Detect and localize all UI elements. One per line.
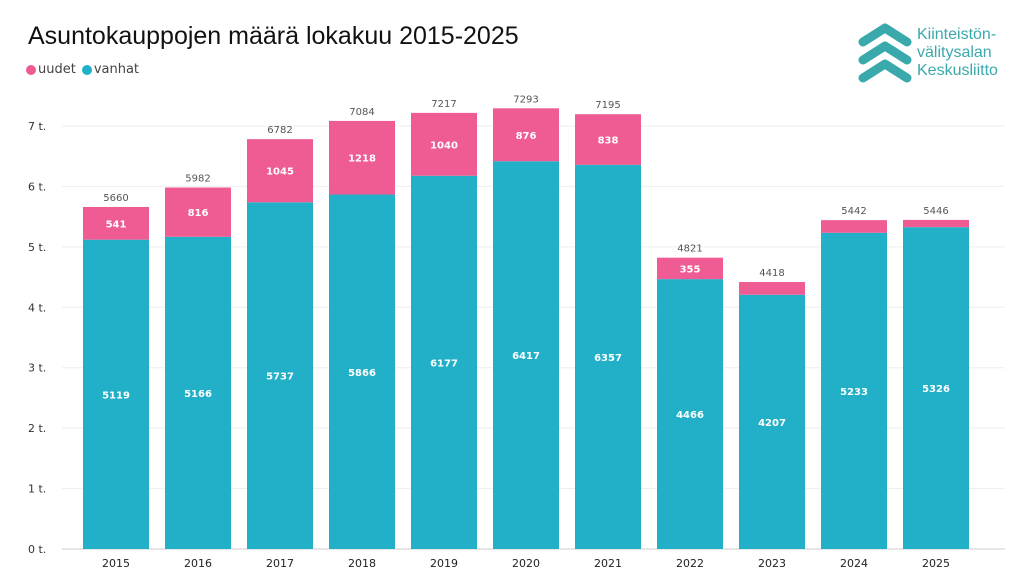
x-tick-label: 2025: [922, 557, 950, 570]
total-label: 6782: [267, 125, 292, 136]
bar-uudet: [903, 219, 969, 228]
total-label: 4821: [677, 244, 702, 255]
total-label: 5660: [103, 193, 128, 204]
data-label-vanhat: 4207: [758, 418, 786, 429]
logo-text: Kiinteistön- välitysalan Keskusliitto: [917, 26, 998, 80]
bar-vanhat: [575, 164, 641, 549]
x-tick-label: 2021: [594, 557, 622, 570]
legend-item-vanhat: vanhat: [81, 62, 140, 77]
chevrons-logo-icon: [858, 23, 912, 83]
chart-title: Asuntokauppojen määrä lokakuu 2015-2025: [28, 22, 519, 50]
bar-vanhat: [83, 239, 149, 549]
legend-swatch-vanhat: [81, 64, 92, 75]
y-tick-label: 1 t.: [28, 483, 46, 496]
data-label-uudet: 1040: [430, 140, 458, 151]
bar-uudet: [657, 257, 723, 280]
x-tick-label: 2022: [676, 557, 704, 570]
bar-vanhat: [329, 194, 395, 549]
x-tick-label: 2017: [266, 557, 294, 570]
legend-label-uudet: uudet: [38, 62, 76, 77]
data-label-uudet: 876: [516, 131, 537, 142]
y-tick-label: 4 t.: [28, 301, 46, 314]
bar-uudet: [165, 187, 231, 237]
data-label-vanhat: 6177: [430, 358, 458, 369]
legend: uudet vanhat: [26, 62, 139, 77]
y-tick-label: 7 t.: [28, 120, 46, 133]
bar-uudet: [493, 108, 559, 162]
y-tick-label: 0 t.: [28, 543, 46, 556]
x-tick-label: 2016: [184, 557, 212, 570]
total-label: 7195: [595, 100, 620, 111]
bar-vanhat: [657, 279, 723, 549]
x-tick-label: 2019: [430, 557, 458, 570]
bar-uudet: [575, 114, 641, 165]
logo: Kiinteistön- välitysalan Keskusliitto: [855, 20, 1024, 90]
bar-vanhat: [821, 232, 887, 549]
legend-swatch-uudet: [26, 64, 36, 75]
y-tick-label: 6 t.: [28, 180, 46, 193]
bar-vanhat: [903, 227, 969, 550]
x-tick-label: 2020: [512, 557, 540, 570]
data-label-vanhat: 6357: [594, 353, 622, 364]
data-label-vanhat: 4466: [676, 410, 704, 421]
data-label-vanhat: 5233: [840, 387, 868, 398]
bar-vanhat: [165, 236, 231, 550]
data-label-uudet: 541: [106, 219, 127, 230]
x-tick-label: 2018: [348, 557, 376, 570]
bar-uudet: [329, 120, 395, 195]
data-label-vanhat: 5326: [922, 384, 950, 395]
data-label-vanhat: 6417: [512, 351, 540, 362]
total-label: 7293: [513, 94, 538, 105]
bar-uudet: [83, 206, 149, 240]
total-label: 4418: [759, 268, 784, 279]
y-tick-label: 5 t.: [28, 241, 46, 254]
data-label-vanhat: 5119: [102, 390, 130, 401]
total-label: 7217: [431, 99, 456, 110]
total-label: 5982: [185, 174, 210, 185]
total-label: 5442: [841, 206, 866, 217]
bar-uudet: [821, 220, 887, 233]
total-label: 7084: [349, 107, 374, 118]
x-tick-label: 2023: [758, 557, 786, 570]
bar-vanhat: [247, 202, 313, 549]
bar-vanhat: [493, 161, 559, 549]
data-label-uudet: 838: [598, 136, 619, 147]
data-label-vanhat: 5166: [184, 389, 212, 400]
bar-uudet: [247, 139, 313, 203]
bar-vanhat: [739, 294, 805, 549]
y-tick-label: 2 t.: [28, 422, 46, 435]
bar-uudet: [739, 282, 805, 295]
legend-item-uudet: uudet: [26, 62, 76, 77]
total-label: 5446: [923, 206, 948, 217]
data-label-vanhat: 5737: [266, 372, 294, 383]
x-tick-label: 2015: [102, 557, 130, 570]
data-label-uudet: 355: [680, 264, 701, 275]
x-tick-label: 2024: [840, 557, 868, 570]
logo-line: Keskusliitto: [917, 62, 998, 79]
data-label-uudet: 1045: [266, 167, 294, 178]
bar-vanhat: [411, 175, 477, 549]
data-label-uudet: 816: [188, 208, 209, 219]
data-label-uudet: 1218: [348, 154, 376, 165]
logo-line: välitysalan: [917, 44, 992, 61]
bar-uudet: [411, 112, 477, 176]
y-tick-label: 3 t.: [28, 362, 46, 375]
data-label-vanhat: 5866: [348, 368, 376, 379]
legend-label-vanhat: vanhat: [93, 62, 140, 77]
logo-line: Kiinteistön-: [917, 26, 997, 43]
